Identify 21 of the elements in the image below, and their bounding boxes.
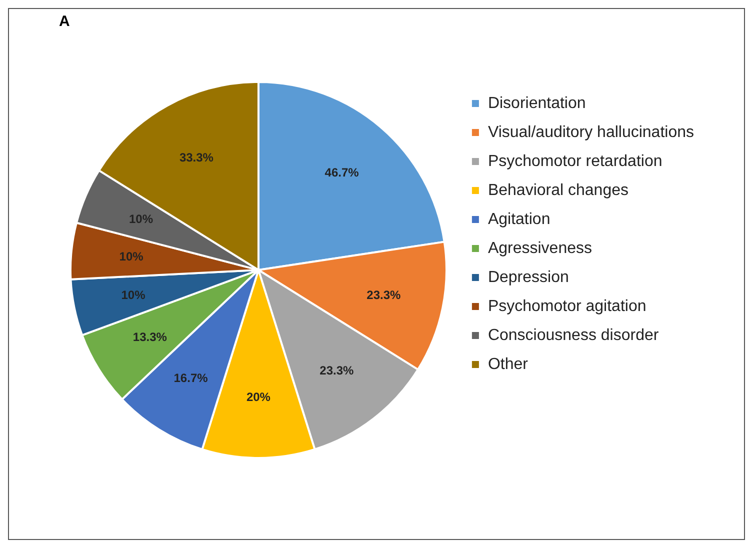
legend-label: Consciousness disorder	[488, 326, 660, 344]
legend-label: Visual/auditory hallucinations	[488, 124, 694, 141]
legend-label: Disorientation	[488, 94, 586, 112]
data-label: 13.3%	[132, 330, 168, 344]
legend-label: Depression	[488, 268, 569, 286]
data-label: 23.3%	[320, 363, 354, 378]
legend-label: Psychomotor agitation	[488, 298, 646, 315]
data-label: 10%	[121, 288, 146, 302]
data-label: 10%	[129, 212, 154, 226]
data-label: 46.7%	[324, 165, 360, 180]
data-label: 16.7%	[174, 370, 208, 385]
legend-label: Behavioral changes	[488, 182, 628, 199]
data-label: 10%	[119, 249, 144, 264]
data-label: 23.3%	[366, 288, 402, 302]
legend-label: Agitation	[488, 210, 550, 228]
legend-label: Psychomotor retardation	[488, 152, 662, 170]
chart-title: A	[59, 13, 70, 30]
data-label: 20%	[246, 390, 271, 404]
legend-label: Agressiveness	[488, 240, 592, 257]
data-label: 33.3%	[179, 150, 214, 165]
legend-label: Other	[488, 356, 529, 373]
